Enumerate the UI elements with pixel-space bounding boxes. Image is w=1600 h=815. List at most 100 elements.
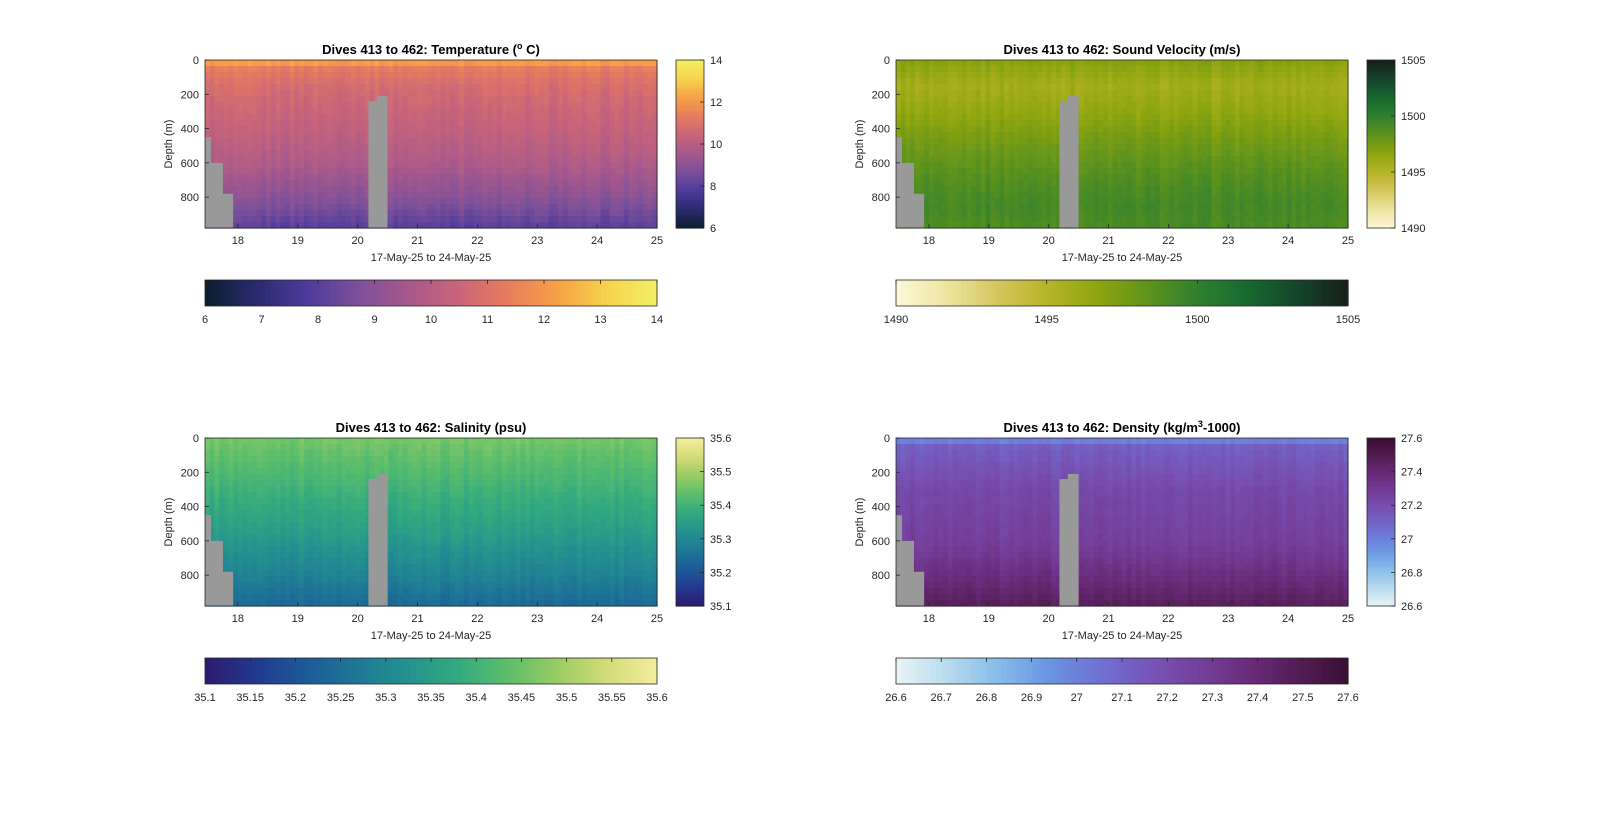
colorbar-bottom-tick-label: 14 xyxy=(651,314,663,326)
heatmap-cell xyxy=(957,156,963,163)
heatmap-cell xyxy=(572,126,578,133)
heatmap-cell xyxy=(642,96,649,103)
heatmap-cell xyxy=(431,114,437,121)
heatmap-cell xyxy=(1023,132,1029,139)
heatmap-cell xyxy=(994,210,1001,217)
heatmap-cell xyxy=(999,222,1005,229)
heatmap-cell xyxy=(1084,120,1090,127)
heatmap-cell xyxy=(952,180,958,187)
heatmap-cell xyxy=(1244,108,1250,115)
heatmap-cell xyxy=(280,126,286,133)
heatmap-cell xyxy=(407,156,413,163)
heatmap-cell xyxy=(463,168,470,175)
heatmap-cell xyxy=(242,102,248,109)
heatmap-cell xyxy=(1107,138,1114,145)
heatmap-cell xyxy=(1065,90,1071,97)
heatmap-cell xyxy=(1037,84,1043,91)
heatmap-cell xyxy=(591,216,597,223)
heatmap-cell xyxy=(1089,204,1095,211)
heatmap-cell xyxy=(1239,216,1246,223)
heatmap-cell xyxy=(228,174,234,181)
heatmap-cell xyxy=(388,144,394,151)
heatmap-cell xyxy=(445,102,451,109)
heatmap-cell xyxy=(1013,144,1020,151)
heatmap-cell xyxy=(1009,186,1015,193)
heatmap-cell xyxy=(562,108,569,115)
heatmap-cell xyxy=(980,66,987,73)
heatmap-cell xyxy=(454,204,460,211)
heatmap-cell xyxy=(426,150,432,157)
heatmap-cell xyxy=(487,66,493,73)
heatmap-cell xyxy=(1126,192,1133,199)
heatmap-cell xyxy=(1145,114,1151,121)
heatmap-cell xyxy=(999,156,1005,163)
heatmap-cell xyxy=(289,198,296,205)
heatmap-cell xyxy=(266,162,272,169)
heatmap-cell xyxy=(1126,60,1133,67)
colorbar-segment xyxy=(441,280,447,306)
heatmap-cell xyxy=(407,192,413,199)
heatmap-cell xyxy=(463,66,470,73)
heatmap-cell xyxy=(374,78,380,85)
heatmap-cell xyxy=(1122,90,1128,97)
heatmap-cell xyxy=(1206,222,1213,229)
heatmap-cell xyxy=(1159,126,1165,133)
heatmap-cell xyxy=(407,204,413,211)
heatmap-cell xyxy=(332,174,338,181)
heatmap-cell xyxy=(1037,90,1043,97)
heatmap-cell xyxy=(591,156,597,163)
heatmap-cell xyxy=(511,66,517,73)
heatmap-cell xyxy=(924,222,930,229)
heatmap-cell xyxy=(572,90,578,97)
heatmap-cell xyxy=(270,186,277,193)
heatmap-cell xyxy=(1112,216,1118,223)
heatmap-cell xyxy=(1187,72,1194,79)
heatmap-cell xyxy=(294,174,300,181)
heatmap-cell xyxy=(1145,126,1151,133)
heatmap-cell xyxy=(501,222,507,229)
heatmap-cell xyxy=(496,102,503,109)
heatmap-cell xyxy=(289,186,296,193)
heatmap-cell xyxy=(1051,78,1057,85)
heatmap-cell xyxy=(624,138,630,145)
heatmap-cell xyxy=(638,168,644,175)
heatmap-cell xyxy=(261,174,267,181)
heatmap-cell xyxy=(506,168,512,175)
heatmap-cell xyxy=(633,162,639,169)
colorbar-segment xyxy=(431,280,437,306)
heatmap-cell xyxy=(416,138,423,145)
heatmap-cell xyxy=(1004,186,1010,193)
heatmap-cell xyxy=(252,102,258,109)
heatmap-cell xyxy=(459,120,465,127)
heatmap-cell xyxy=(412,114,418,121)
heatmap-cell xyxy=(1056,192,1062,199)
heatmap-cell xyxy=(572,180,578,187)
heatmap-cell xyxy=(421,108,427,115)
heatmap-cell xyxy=(572,222,578,229)
heatmap-cell xyxy=(994,168,1001,175)
heatmap-cell xyxy=(548,132,555,139)
heatmap-cell xyxy=(581,72,587,79)
heatmap-cell xyxy=(266,114,272,121)
heatmap-cell xyxy=(529,84,536,91)
heatmap-cell xyxy=(1183,174,1189,181)
heatmap-cell xyxy=(463,60,470,67)
heatmap-cell xyxy=(1103,60,1109,67)
heatmap-cell xyxy=(1140,60,1147,67)
heatmap-cell xyxy=(938,216,944,223)
heatmap-cell xyxy=(468,90,474,97)
heatmap-cell xyxy=(233,96,239,103)
heatmap-cell xyxy=(562,144,569,151)
heatmap-cell xyxy=(468,72,474,79)
heatmap-cell xyxy=(463,198,470,205)
heatmap-cell xyxy=(1183,114,1189,121)
heatmap-cell xyxy=(205,108,211,115)
heatmap-cell xyxy=(576,216,583,223)
heatmap-cell xyxy=(900,90,907,97)
heatmap-cell xyxy=(609,60,616,67)
heatmap-cell xyxy=(1089,138,1095,145)
heatmap-cell xyxy=(435,186,442,193)
heatmap-cell xyxy=(1150,102,1156,109)
heatmap-cell xyxy=(1235,204,1241,211)
heatmap-cell xyxy=(905,90,911,97)
